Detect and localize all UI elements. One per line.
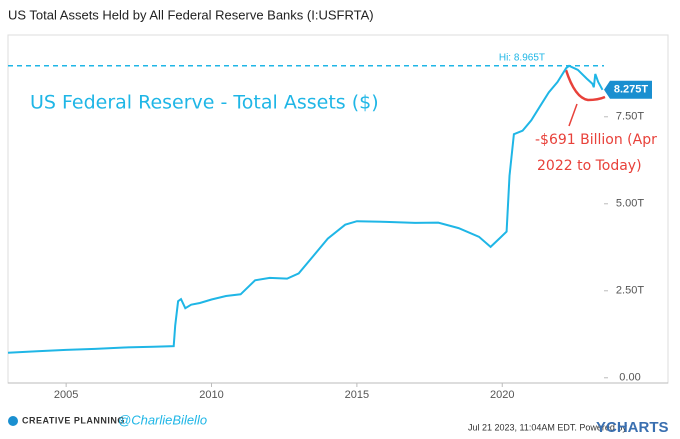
y-tick-label: 2.50T (616, 285, 644, 297)
logo-icon (8, 416, 18, 426)
y-tick-label: 7.50T (616, 111, 644, 123)
handle: @CharlieBilello (118, 412, 207, 427)
chart-title: US Total Assets Held by All Federal Rese… (8, 7, 374, 22)
x-tick-label: 2020 (490, 389, 514, 401)
hi-label: Hi: 8.965T (499, 52, 545, 63)
grid (8, 116, 668, 387)
plot-frame (7, 34, 669, 384)
x-tick-label: 2010 (199, 389, 223, 401)
y-tick-label: 0.00 (619, 372, 640, 384)
series-line (7, 64, 604, 354)
ycharts: YCHARTS (596, 419, 669, 436)
drawdown-sketch (564, 69, 606, 102)
annotation: US Federal Reserve - Total Assets ($) (30, 92, 379, 114)
timestamp: Jul 21 2023, 11:04AM EDT. Powered by (468, 422, 627, 432)
x-tick-label: 2005 (54, 389, 78, 401)
footer: CREATIVE PLANNING @CharlieBilello Jul 21… (8, 412, 669, 436)
last-tag (604, 80, 652, 99)
red-note: -$691 Billion (Apr (535, 132, 657, 148)
red-note: 2022 to Today) (537, 158, 642, 174)
x-tick-label: 2015 (345, 389, 369, 401)
brand: CREATIVE PLANNING (22, 415, 125, 425)
y-tick-label: 5.00T (616, 198, 644, 210)
pointer (568, 103, 578, 127)
last-label: 8.275T (614, 84, 649, 96)
